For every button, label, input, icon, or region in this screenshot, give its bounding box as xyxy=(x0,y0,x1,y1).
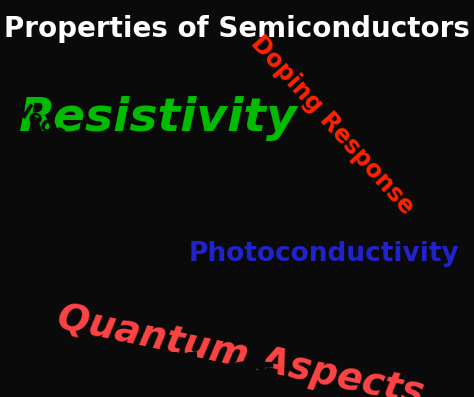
Text: Electroluminescence: Electroluminescence xyxy=(171,283,446,307)
Text: Properties of Semiconductors: Properties of Semiconductors xyxy=(4,15,470,43)
Text: Resistivity: Resistivity xyxy=(19,96,297,141)
Text: Negative Temperature Co-efficient: Negative Temperature Co-efficient xyxy=(9,97,365,330)
Text: Quantum Aspects: Quantum Aspects xyxy=(54,300,427,397)
Text: Photoconductivity: Photoconductivity xyxy=(189,241,460,268)
Text: Hall Effect: Hall Effect xyxy=(14,352,274,395)
Text: Doping Response: Doping Response xyxy=(246,31,419,220)
